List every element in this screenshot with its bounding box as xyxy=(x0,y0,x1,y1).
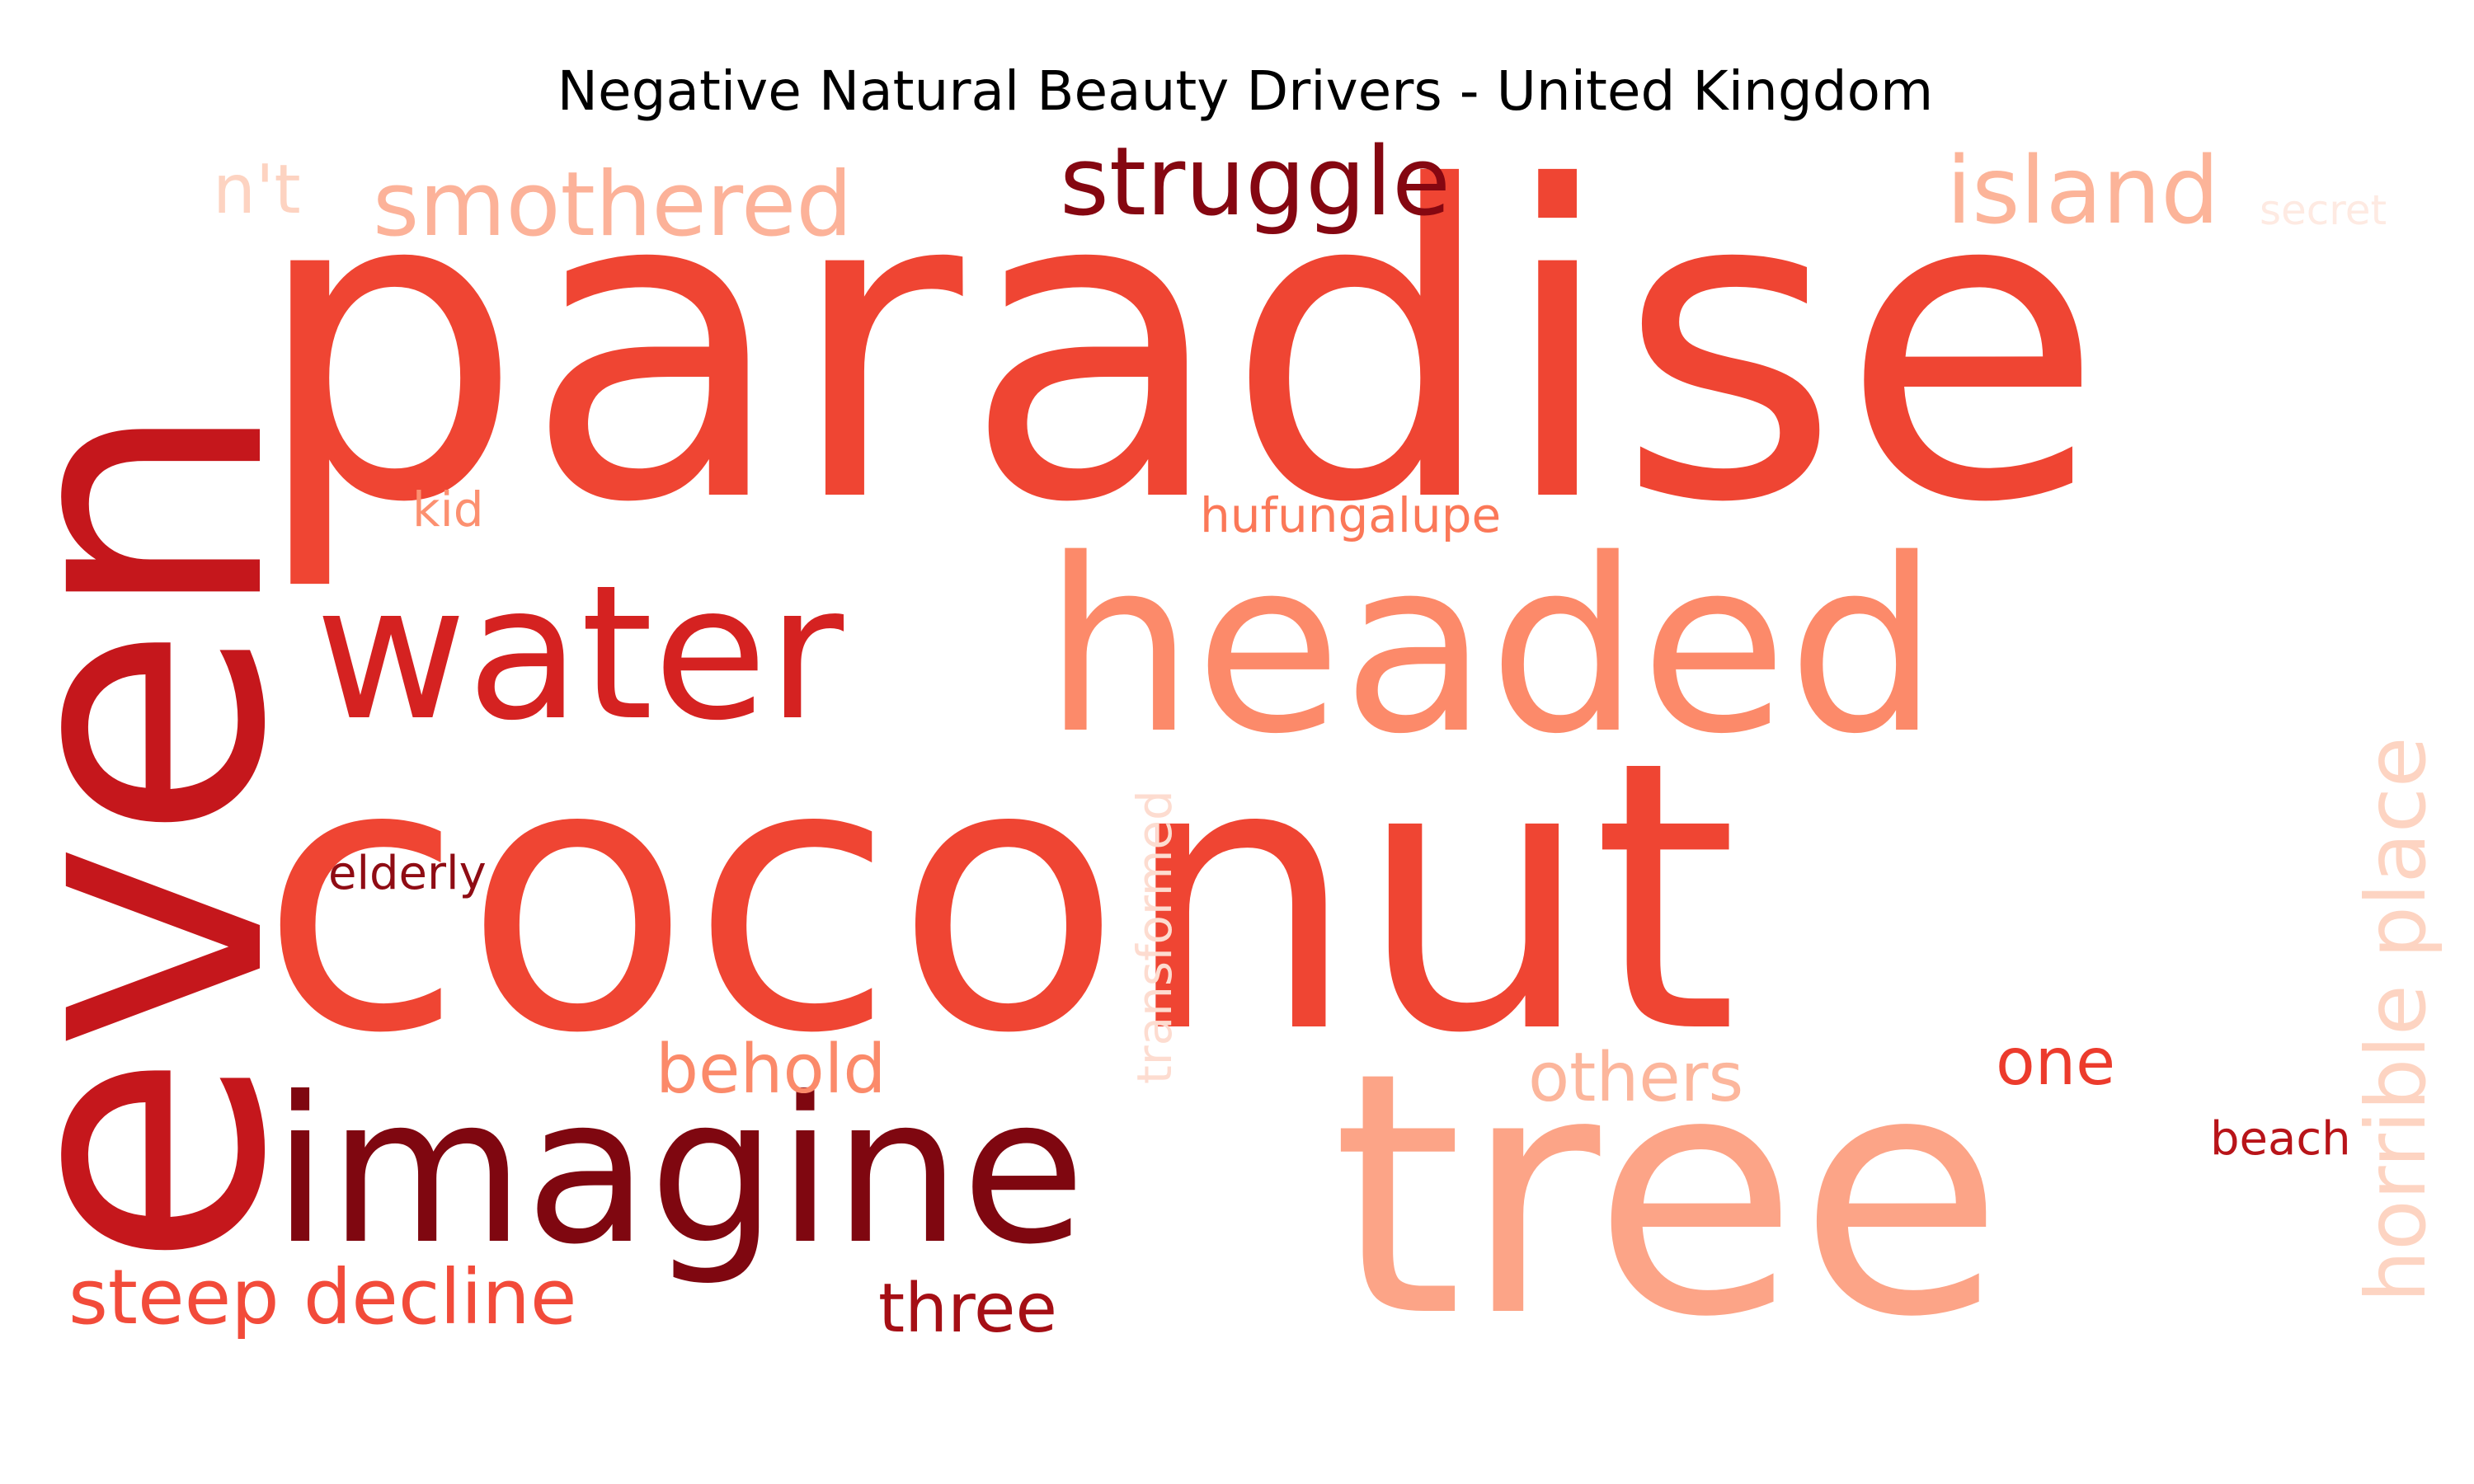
word-one: one xyxy=(1996,1026,2115,1100)
chart-title: Negative Natural Beauty Drivers - United… xyxy=(557,59,1934,123)
word-coconut: coconut xyxy=(260,683,1738,1115)
word-kid: kid xyxy=(412,481,484,538)
word-steep-decline: steep decline xyxy=(68,1253,576,1341)
word-tree: tree xyxy=(1332,1001,2004,1390)
word-three: three xyxy=(878,1270,1057,1348)
word-elderly: elderly xyxy=(328,847,487,900)
word-beach: beach xyxy=(2210,1112,2351,1166)
word-paradise: paradise xyxy=(252,96,2105,596)
word-even: even xyxy=(0,399,344,1270)
word-behold: behold xyxy=(656,1031,886,1109)
word-water: water xyxy=(315,546,844,762)
word-hufungalupe: hufungalupe xyxy=(1200,487,1501,543)
word-transformed: transformed xyxy=(1126,790,1183,1084)
word-smothered: smothered xyxy=(373,153,853,256)
word-headed: headed xyxy=(1043,509,1940,787)
word-horrible-place: horrible place xyxy=(2348,737,2444,1303)
word-secret: secret xyxy=(2260,186,2387,234)
word-island: island xyxy=(1946,138,2219,245)
word-n-t: n't xyxy=(213,151,301,229)
word-imagine: imagine xyxy=(272,1054,1085,1289)
word-others: others xyxy=(1528,1039,1743,1117)
word-struggle: struggle xyxy=(1060,127,1451,237)
